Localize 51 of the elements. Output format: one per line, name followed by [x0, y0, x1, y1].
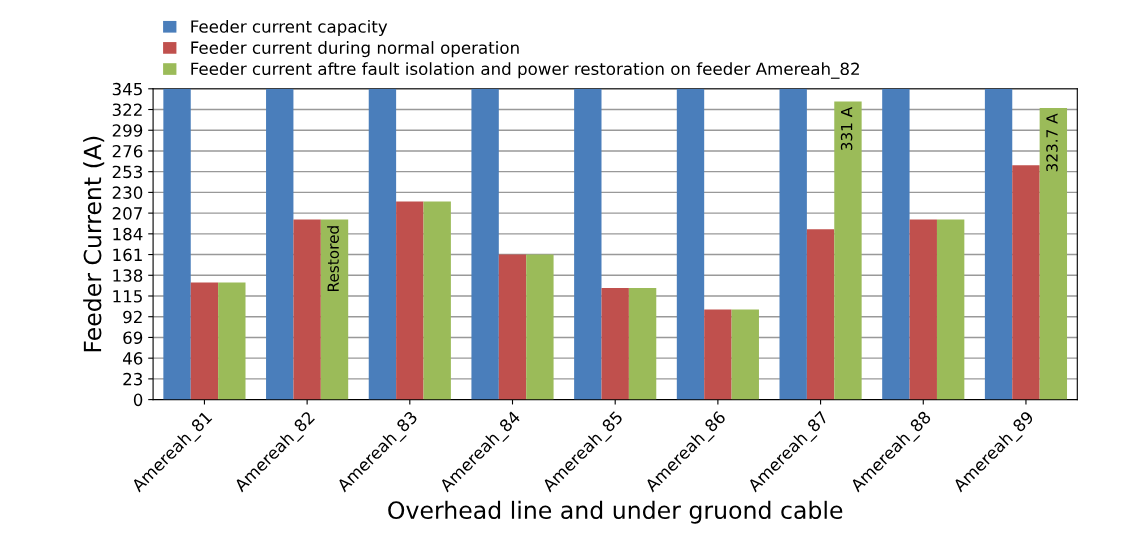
y-tick-label: 161 — [113, 248, 142, 262]
y-tick-label: 138 — [113, 269, 143, 282]
y-tick-label: 322 — [112, 103, 142, 117]
bar — [498, 254, 527, 400]
bar — [628, 287, 657, 400]
bar — [909, 219, 937, 400]
bar — [1039, 107, 1068, 400]
bar — [471, 88, 499, 400]
bar — [423, 201, 451, 400]
bar — [320, 219, 349, 400]
bar — [779, 88, 807, 400]
bar — [396, 201, 424, 400]
bar — [163, 88, 191, 400]
legend-label: Feeder current during normal operation — [191, 41, 519, 58]
data-label: Restored — [327, 226, 339, 291]
bar — [266, 88, 294, 400]
y-tick-label: 0 — [133, 393, 143, 407]
data-label: 323.7 A — [1046, 113, 1058, 172]
y-tick-label: 276 — [112, 144, 143, 158]
bar — [806, 229, 835, 400]
bar — [574, 88, 602, 400]
y-tick-label: 207 — [112, 207, 142, 220]
bar — [704, 309, 732, 400]
y-tick-label: 230 — [112, 186, 143, 199]
bar — [731, 309, 759, 400]
bar — [882, 88, 910, 400]
y-tick-label: 184 — [113, 227, 143, 241]
bar — [834, 101, 862, 400]
bar — [601, 287, 629, 400]
y-tick-label: 299 — [112, 124, 143, 137]
y-axis-title: Feeder Current (A) — [83, 136, 105, 352]
y-tick-label: 69 — [123, 331, 143, 345]
bar — [1012, 165, 1040, 400]
y-tick-label: 46 — [122, 352, 143, 365]
bar — [984, 88, 1013, 400]
data-label: 331 A — [840, 106, 853, 151]
y-tick-label: 92 — [123, 310, 142, 324]
bar — [293, 219, 321, 400]
bar — [368, 88, 397, 400]
y-tick-label: 23 — [123, 372, 143, 386]
x-axis-title: Overhead line and under gruond cable — [388, 500, 843, 524]
legend-label: Feeder current aftre fault isolation and power restoration on feeder Amereah_82 — [191, 62, 859, 79]
y-tick-label: 115 — [113, 290, 142, 303]
bar — [676, 88, 705, 400]
legend-label: Feeder current capacity — [191, 19, 388, 37]
bar — [526, 254, 554, 400]
bar — [190, 282, 219, 400]
y-tick-label: 253 — [112, 165, 143, 179]
bar — [936, 219, 965, 400]
y-tick-label: 345 — [112, 82, 142, 96]
bar — [218, 282, 246, 400]
